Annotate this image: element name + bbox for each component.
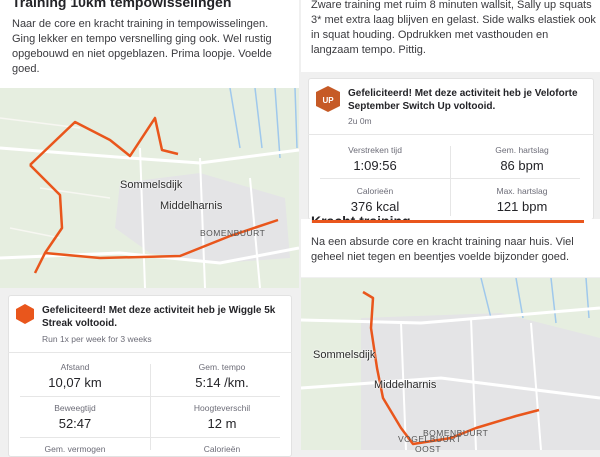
map-label: BOMENBUURT: [423, 428, 489, 438]
svg-text:UP: UP: [322, 96, 334, 105]
stat-label: Beweegtijd: [54, 403, 96, 413]
activity-title: Training 10km tempowisselingen: [12, 0, 232, 10]
achievement-text: Gefeliciteerd! Met deze activiteit heb j…: [42, 305, 276, 329]
map-label: Middelharnis: [160, 200, 223, 212]
stat-label: Gem. hartslag: [495, 145, 549, 155]
stat-label: Max. hartslag: [496, 186, 548, 196]
stat-value: 86 bpm: [500, 158, 544, 173]
achievement-card: [308, 78, 594, 220]
divider: [8, 352, 292, 353]
activity-description: Zware training met ruim 8 minuten wallsi…: [311, 0, 596, 56]
divider: [20, 396, 280, 397]
activity-title: Kracht training: [311, 213, 411, 223]
stat-value: 376 kcal: [350, 199, 400, 214]
divider: [150, 364, 151, 450]
map-label: VOGELBUURT OOST: [398, 434, 462, 454]
stat-value: 10,07 km: [48, 375, 102, 390]
stat-value: 12 m: [207, 416, 237, 431]
route-map[interactable]: [0, 88, 299, 288]
achievement-icon: UP: [316, 86, 340, 112]
map-label: Middelharnis: [374, 379, 437, 391]
stat-label: Gem. tempo: [198, 362, 246, 372]
stat-label: Calorieën: [203, 444, 241, 454]
achievement-text: Gefeliciteerd! Met deze activiteit heb j…: [348, 88, 578, 112]
map-label: Sommelsdijk: [313, 349, 376, 361]
map-label: BOMENBUURT: [200, 228, 266, 238]
stat-label: Verstreken tijd: [348, 145, 402, 155]
achievement-subtitle: 2u 0m: [348, 116, 372, 126]
achievement-icon: [16, 304, 34, 324]
stat-label: Gem. vermogen: [44, 444, 106, 454]
achievement-subtitle: Run 1x per week for 3 weeks: [42, 334, 152, 344]
divider: [450, 146, 451, 216]
right-text-panel: [301, 219, 600, 277]
map-label: Sommelsdijk: [120, 179, 183, 191]
stat-label: Hoogteverschil: [193, 403, 251, 413]
left-text-panel: [0, 0, 299, 88]
route-map[interactable]: [301, 278, 600, 450]
divider: [20, 437, 280, 438]
stat-label: Afstand: [60, 362, 90, 372]
activity-description: Na een absurde core en kracht training n…: [311, 236, 574, 263]
divider: [320, 178, 580, 179]
stat-value: 5:14 /km.: [195, 375, 249, 390]
right-text-panel: [301, 0, 600, 72]
scroll-indicator: [312, 220, 584, 223]
stat-value: 121 bpm: [496, 199, 548, 214]
stat-value: 1:09:56: [353, 158, 397, 173]
divider: [308, 134, 594, 135]
stat-value: 52:47: [58, 416, 92, 431]
activity-description: Naar de core en kracht training in tempo…: [12, 18, 272, 75]
stat-label: Calorieën: [356, 186, 394, 196]
